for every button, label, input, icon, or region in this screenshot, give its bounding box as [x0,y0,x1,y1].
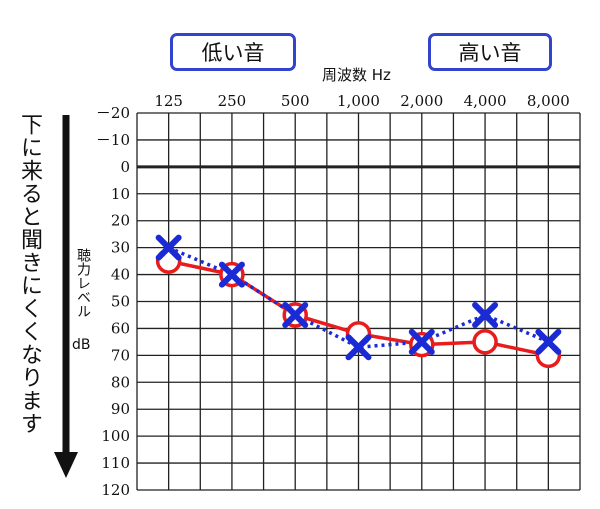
cross-stroke [345,334,372,361]
y-tick-label: 120 [101,481,130,499]
y-tick-label: 90 [111,400,130,418]
cross-marker [408,328,435,355]
y-tick-label: 20 [111,212,130,230]
cross-stroke [408,328,435,355]
y-tick-label: 70 [111,346,130,364]
y-tick-label: 80 [111,373,130,391]
cross-stroke [535,328,562,355]
circle-marker [472,329,498,355]
x-tick-label: 125 [154,92,183,110]
y-tick-label: －20 [96,104,130,122]
x-tick-label: 250 [218,92,247,110]
cross-marker [345,334,372,361]
y-tick-label: 0 [120,158,130,176]
x-tick-label: 2,000 [400,92,443,110]
cross-stroke [472,301,499,328]
cross-stroke [282,301,309,328]
y-tick-label: 60 [111,319,130,337]
y-tick-label: 50 [111,293,130,311]
x-tick-label: 4,000 [464,92,507,110]
y-tick-label: 100 [101,427,130,445]
cross-marker [155,234,182,261]
y-axis-unit: dB [72,337,91,353]
x-tick-label: 1,000 [337,92,380,110]
side-caption: 下に来ると聞きにくくなります [17,113,42,435]
cross-marker [472,301,499,328]
y-axis-label: 聴力レベル [75,248,91,318]
y-tick-label: 40 [111,266,130,284]
x-axis-label: 周波数 Hz [322,66,391,84]
high-sound-badge: 高い音 [428,33,552,71]
y-tick-label: 110 [101,454,130,472]
low-sound-badge: 低い音 [170,33,296,71]
y-tick-label: －10 [96,131,130,149]
y-tick-label: 30 [111,239,130,257]
x-tick-label: 500 [281,92,310,110]
cross-stroke [218,261,245,288]
cross-marker [218,261,245,288]
cross-marker [535,328,562,355]
cross-stroke [155,234,182,261]
x-tick-label: 8,000 [527,92,570,110]
y-tick-label: 10 [111,185,130,203]
cross-marker [282,301,309,328]
down-arrow-icon [54,115,78,478]
